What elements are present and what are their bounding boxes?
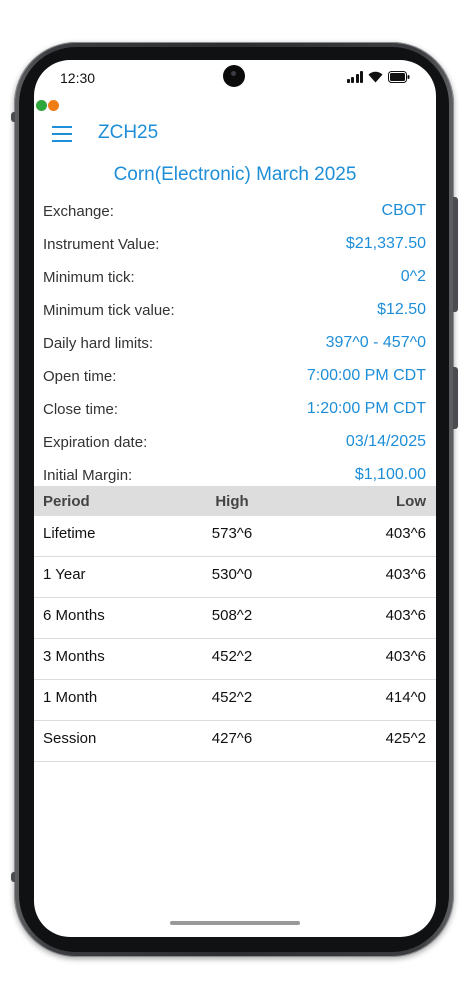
table-row: Lifetime 573^6 403^6 — [34, 516, 436, 557]
battery-icon — [388, 71, 410, 83]
indicator-dots — [36, 100, 59, 111]
detail-value: 1:20:00 PM CDT — [306, 400, 426, 417]
detail-value: CBOT — [381, 202, 426, 219]
low-cell: 414^0 — [385, 689, 426, 706]
column-header-high: High — [215, 493, 249, 510]
high-cell: 452^2 — [211, 689, 253, 706]
detail-label: Exchange: — [43, 203, 114, 220]
detail-label: Minimum tick: — [43, 269, 135, 286]
period-cell: 1 Month — [43, 689, 98, 706]
status-bar: 12:30 — [34, 60, 436, 94]
low-cell: 403^6 — [385, 525, 426, 542]
detail-row-daily-hard-limits: Daily hard limits: 397^0 - 457^0 — [34, 328, 436, 361]
wifi-icon — [368, 71, 383, 83]
phone-screen: 12:30 ZCH25 Corn(Electronic) March 202 — [34, 60, 436, 937]
detail-row-initial-margin: Initial Margin: $1,100.00 — [34, 460, 436, 493]
detail-row-minimum-tick-value: Minimum tick value: $12.50 — [34, 295, 436, 328]
detail-row-expiration-date: Expiration date: 03/14/2025 — [34, 427, 436, 460]
status-icons — [346, 71, 411, 83]
status-time: 12:30 — [60, 70, 96, 86]
volume-button — [453, 197, 458, 312]
period-cell: Session — [43, 730, 97, 747]
detail-label: Close time: — [43, 401, 119, 418]
low-cell: 425^2 — [385, 730, 426, 747]
detail-value: 7:00:00 PM CDT — [306, 367, 426, 384]
detail-row-open-time: Open time: 7:00:00 PM CDT — [34, 361, 436, 394]
table-header: Period High Low — [34, 486, 436, 516]
high-cell: 427^6 — [211, 730, 253, 747]
table-row: 1 Year 530^0 403^6 — [34, 557, 436, 598]
detail-label: Open time: — [43, 368, 117, 385]
table-row: 1 Month 452^2 414^0 — [34, 680, 436, 721]
detail-value: $1,100.00 — [354, 466, 426, 483]
price-range-table: Period High Low Lifetime 573^6 403^6 1 Y… — [34, 486, 436, 762]
high-cell: 573^6 — [211, 525, 253, 542]
low-cell: 403^6 — [385, 566, 426, 583]
power-button — [453, 367, 458, 429]
table-row: 3 Months 452^2 403^6 — [34, 639, 436, 680]
detail-row-exchange: Exchange: CBOT — [34, 196, 436, 229]
column-header-low: Low — [396, 493, 426, 510]
period-cell: Lifetime — [43, 525, 96, 542]
period-cell: 3 Months — [43, 648, 105, 665]
detail-value: 03/14/2025 — [345, 433, 426, 450]
high-cell: 508^2 — [211, 607, 253, 624]
frame-seam — [11, 112, 15, 122]
high-cell: 452^2 — [211, 648, 253, 665]
period-cell: 1 Year — [43, 566, 86, 583]
column-header-period: Period — [43, 493, 90, 510]
contract-details: Exchange: CBOT Instrument Value: $21,337… — [34, 196, 436, 493]
detail-value: $21,337.50 — [345, 235, 426, 252]
green-dot — [36, 100, 47, 111]
detail-label: Daily hard limits: — [43, 335, 154, 352]
hamburger-menu-icon[interactable] — [52, 126, 72, 142]
home-indicator[interactable] — [170, 921, 300, 925]
front-camera — [223, 65, 245, 87]
detail-value: 0^2 — [400, 268, 426, 285]
detail-value: $12.50 — [377, 301, 426, 318]
detail-row-close-time: Close time: 1:20:00 PM CDT — [34, 394, 436, 427]
app-header: ZCH25 — [34, 118, 436, 154]
contract-title: Corn(Electronic) March 2025 — [113, 164, 357, 185]
detail-label: Expiration date: — [43, 434, 148, 451]
frame-seam — [11, 872, 15, 882]
high-cell: 530^0 — [211, 566, 253, 583]
detail-row-minimum-tick: Minimum tick: 0^2 — [34, 262, 436, 295]
detail-label: Instrument Value: — [43, 236, 160, 253]
period-cell: 6 Months — [43, 607, 105, 624]
low-cell: 403^6 — [385, 648, 426, 665]
table-row: Session 427^6 425^2 — [34, 721, 436, 762]
detail-label: Initial Margin: — [43, 467, 133, 484]
low-cell: 403^6 — [385, 607, 426, 624]
table-row: 6 Months 508^2 403^6 — [34, 598, 436, 639]
detail-label: Minimum tick value: — [43, 302, 175, 319]
orange-dot — [48, 100, 59, 111]
signal-icon — [346, 71, 363, 83]
detail-value: 397^0 - 457^0 — [325, 334, 426, 351]
symbol-title: ZCH25 — [98, 122, 159, 143]
detail-row-instrument-value: Instrument Value: $21,337.50 — [34, 229, 436, 262]
